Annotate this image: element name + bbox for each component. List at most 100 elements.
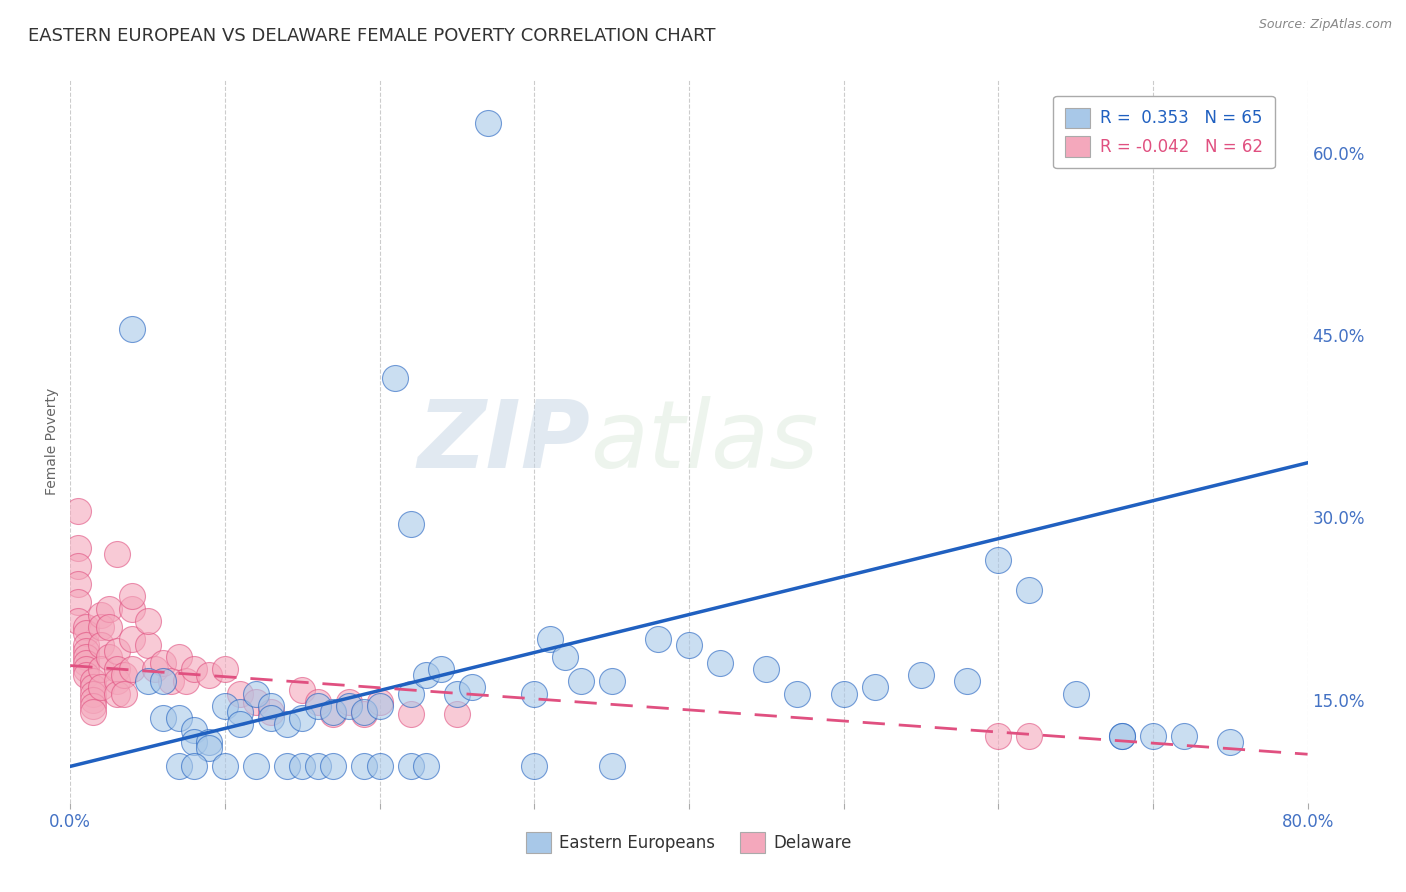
Text: ZIP: ZIP — [418, 395, 591, 488]
Point — [399, 686, 422, 700]
Point — [307, 759, 329, 773]
Point — [245, 759, 267, 773]
Point — [98, 650, 120, 665]
Point — [353, 759, 375, 773]
Point — [910, 668, 932, 682]
Point — [291, 711, 314, 725]
Point — [160, 674, 183, 689]
Point — [1111, 729, 1133, 743]
Point — [786, 686, 808, 700]
Point — [174, 674, 197, 689]
Point — [229, 705, 252, 719]
Point — [82, 674, 105, 689]
Point — [105, 662, 128, 676]
Point — [1142, 729, 1164, 743]
Point — [523, 759, 546, 773]
Text: EASTERN EUROPEAN VS DELAWARE FEMALE POVERTY CORRELATION CHART: EASTERN EUROPEAN VS DELAWARE FEMALE POVE… — [28, 27, 716, 45]
Point — [152, 656, 174, 670]
Point — [114, 686, 135, 700]
Point — [291, 682, 314, 697]
Point — [152, 711, 174, 725]
Point — [198, 741, 221, 756]
Point — [75, 668, 97, 682]
Point — [75, 650, 97, 665]
Point — [446, 686, 468, 700]
Point — [145, 662, 166, 676]
Point — [430, 662, 453, 676]
Point — [67, 559, 90, 574]
Point — [600, 759, 623, 773]
Point — [67, 577, 90, 591]
Point — [260, 711, 283, 725]
Point — [276, 759, 298, 773]
Point — [136, 638, 159, 652]
Point — [229, 717, 252, 731]
Point — [600, 674, 623, 689]
Point — [1219, 735, 1241, 749]
Y-axis label: Female Poverty: Female Poverty — [45, 388, 59, 495]
Point — [1064, 686, 1087, 700]
Point — [368, 695, 391, 709]
Point — [337, 698, 360, 713]
Point — [90, 607, 112, 622]
Point — [214, 698, 236, 713]
Point — [75, 625, 97, 640]
Point — [987, 553, 1010, 567]
Point — [987, 729, 1010, 743]
Point — [353, 707, 375, 722]
Text: atlas: atlas — [591, 396, 818, 487]
Point — [105, 644, 128, 658]
Point — [121, 322, 143, 336]
Point — [183, 723, 205, 737]
Point — [1111, 729, 1133, 743]
Point — [538, 632, 561, 646]
Point — [105, 686, 128, 700]
Point — [307, 698, 329, 713]
Point — [75, 662, 97, 676]
Point — [121, 590, 143, 604]
Point — [260, 698, 283, 713]
Point — [368, 698, 391, 713]
Point — [90, 638, 112, 652]
Point — [90, 681, 112, 695]
Point — [709, 656, 731, 670]
Point — [276, 717, 298, 731]
Point — [322, 759, 344, 773]
Point — [384, 371, 406, 385]
Point — [183, 735, 205, 749]
Point — [82, 705, 105, 719]
Point — [863, 681, 886, 695]
Point — [82, 681, 105, 695]
Point — [136, 614, 159, 628]
Point — [1018, 583, 1040, 598]
Point — [114, 668, 135, 682]
Point — [647, 632, 669, 646]
Point — [183, 662, 205, 676]
Point — [569, 674, 592, 689]
Point — [90, 662, 112, 676]
Point — [245, 695, 267, 709]
Point — [337, 695, 360, 709]
Point — [82, 686, 105, 700]
Point — [82, 698, 105, 713]
Point — [121, 601, 143, 615]
Point — [368, 759, 391, 773]
Point — [1173, 729, 1195, 743]
Point — [90, 620, 112, 634]
Point — [98, 620, 120, 634]
Point — [322, 707, 344, 722]
Point — [245, 686, 267, 700]
Point — [461, 681, 484, 695]
Point — [399, 516, 422, 531]
Point — [214, 759, 236, 773]
Point — [105, 674, 128, 689]
Point — [75, 644, 97, 658]
Point — [399, 707, 422, 722]
Legend: Eastern Europeans, Delaware: Eastern Europeans, Delaware — [519, 826, 859, 860]
Point — [415, 668, 437, 682]
Point — [446, 707, 468, 722]
Point — [82, 692, 105, 706]
Point — [322, 705, 344, 719]
Point — [198, 735, 221, 749]
Point — [198, 668, 221, 682]
